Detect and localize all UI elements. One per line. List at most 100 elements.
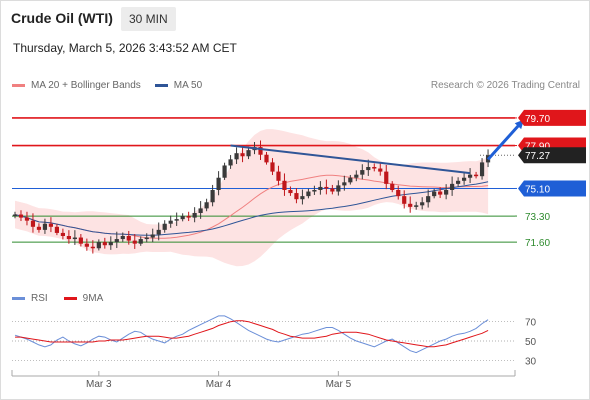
x-tick-label-2: Mar 5	[326, 379, 352, 390]
candle-body-17	[114, 239, 119, 243]
candle-body-35	[222, 165, 227, 178]
rsi-ma-line	[15, 320, 489, 348]
candle-body-7	[54, 226, 60, 233]
candle-body-22	[144, 237, 149, 240]
ma50-line	[14, 181, 489, 236]
level-label-73.30: 73.30	[525, 212, 550, 223]
level-tag-75.10	[518, 180, 586, 197]
candle-body-39	[246, 150, 251, 157]
candle-body-52	[324, 186, 329, 189]
candle-body-44	[276, 171, 281, 181]
legend-ma50-label: MA 50	[173, 80, 203, 91]
chart-datetime: Thursday, March 5, 2026 3:43:52 AM CET	[13, 41, 237, 55]
candle-body-24	[156, 229, 161, 235]
candle-body-31	[198, 208, 203, 213]
candle-body-2	[24, 217, 30, 221]
candle-body-53	[330, 188, 335, 192]
candle-body-25	[162, 223, 167, 230]
candle-body-78	[479, 162, 485, 177]
candle-body-1	[18, 214, 24, 218]
level-tag-label-75.10: 75.10	[525, 184, 550, 195]
candle-body-76	[467, 174, 473, 178]
legend-ma50: MA 50	[154, 80, 203, 91]
candle-body-9	[66, 236, 71, 240]
level-tag-79.70	[518, 109, 586, 126]
candle-body-26	[168, 220, 173, 224]
price-legend: MA 20 + Bollinger Bands MA 50	[12, 80, 216, 91]
candle-body-57	[354, 174, 359, 178]
candle-body-75	[462, 177, 467, 181]
candle-body-74	[456, 180, 461, 184]
x-tick-label-1: Mar 4	[206, 379, 232, 390]
instrument-title: Crude Oil (WTI)	[11, 10, 113, 26]
candle-body-62	[384, 171, 389, 184]
candle-body-8	[60, 232, 65, 236]
candle-body-48	[300, 196, 305, 200]
candle-body-60	[372, 167, 377, 169]
candle-body-65	[402, 196, 407, 204]
legend-rsi-ma: 9MA	[63, 293, 104, 304]
candle-body-72	[444, 190, 449, 195]
level-tag-label-79.70: 79.70	[525, 114, 550, 125]
candle-body-42	[264, 154, 269, 163]
candle-body-6	[48, 223, 54, 227]
timeframe-badge[interactable]: 30 MIN	[121, 7, 176, 31]
candle-body-15	[102, 242, 107, 246]
candle-body-38	[240, 153, 245, 157]
candle-body-51	[318, 186, 323, 190]
candle-body-3	[30, 220, 36, 227]
candle-body-43	[270, 162, 275, 172]
research-credit: Research © 2026 Trading Central	[430, 80, 580, 91]
candle-body-58	[360, 170, 365, 175]
level-tag-label-77.90: 77.90	[525, 142, 550, 153]
candle-body-36	[228, 159, 233, 166]
candle-body-13	[90, 246, 95, 249]
x-tick-label-0: Mar 3	[86, 379, 112, 390]
legend-rsi: RSI	[12, 293, 48, 304]
candle-body-47	[294, 193, 299, 200]
candle-body-66	[408, 203, 413, 207]
candle-body-21	[138, 239, 143, 244]
rsi-tick-70: 70	[525, 318, 537, 329]
candle-body-45	[282, 180, 287, 190]
candle-body-14	[96, 242, 101, 249]
candle-body-61	[378, 168, 383, 172]
rsi-tick-50: 50	[525, 337, 537, 348]
candle-body-29	[186, 216, 191, 218]
trendline	[230, 144, 471, 175]
legend-ma20-label: MA 20 + Bollinger Bands	[31, 80, 141, 91]
legend-rsi-ma-label: 9MA	[82, 293, 104, 304]
candle-body-34	[216, 177, 221, 190]
candle-body-55	[342, 182, 347, 186]
candle-body-41	[258, 147, 263, 155]
level-label-71.60: 71.60	[525, 238, 550, 249]
candle-body-5	[42, 223, 48, 230]
candle-body-28	[180, 216, 185, 220]
candle-body-73	[450, 183, 455, 190]
rsi-swatch	[12, 297, 25, 300]
ma20-swatch	[12, 84, 25, 87]
rsi-tick-30: 30	[525, 356, 537, 367]
candle-body-71	[438, 191, 443, 195]
candle-body-10	[72, 237, 77, 240]
level-tag-label-77.27: 77.27	[525, 151, 550, 162]
legend-ma20: MA 20 + Bollinger Bands	[12, 80, 141, 91]
candle-body-27	[174, 219, 179, 221]
candle-body-46	[288, 190, 293, 194]
candle-body-23	[150, 234, 155, 238]
candle-body-19	[126, 236, 131, 241]
ma50-swatch	[154, 84, 168, 87]
candle-body-64	[396, 190, 401, 197]
candle-body-18	[120, 236, 125, 240]
candle-body-32	[204, 202, 209, 209]
rsi-ma-swatch	[63, 297, 77, 300]
candle-body-63	[390, 183, 395, 190]
candle-body-0	[12, 214, 18, 217]
rsi-legend: RSI 9MA	[12, 293, 119, 304]
level-tag-77.27	[518, 147, 586, 164]
candle-body-54	[336, 185, 341, 192]
candle-body-16	[108, 242, 113, 246]
candle-body-69	[426, 196, 431, 203]
candle-body-20	[132, 240, 137, 244]
